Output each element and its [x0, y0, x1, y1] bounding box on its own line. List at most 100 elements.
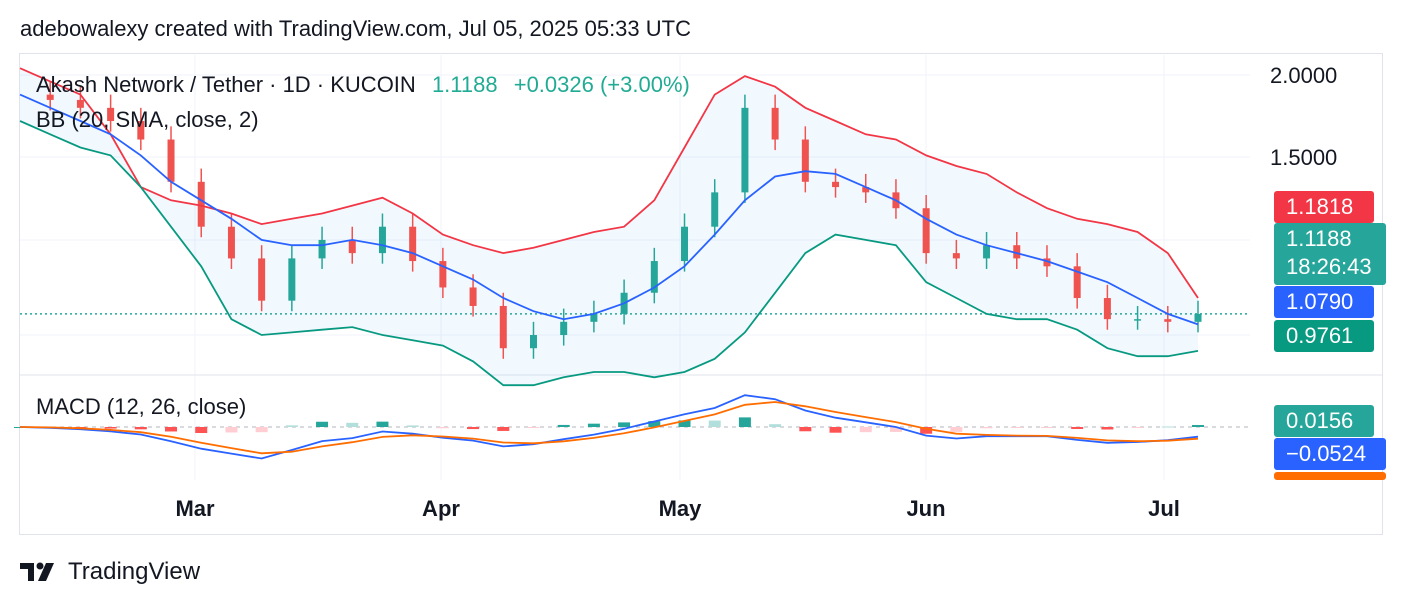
macd-histogram-bar [950, 427, 963, 432]
candle-body [1103, 298, 1111, 320]
candle-body [1043, 258, 1051, 267]
macd-histogram-bar [406, 425, 419, 427]
macd-histogram-bar [104, 427, 117, 429]
candle-body [288, 258, 296, 301]
macd-histogram-bar [346, 422, 359, 427]
candle-body [348, 239, 356, 254]
macd-histogram-bar [1040, 427, 1053, 428]
macd-legend[interactable]: MACD (12, 26, close) [36, 394, 246, 420]
macd-histogram-bar [859, 427, 872, 433]
bb-lower-line [19, 120, 1199, 387]
candle-body [560, 321, 568, 336]
macd-histogram-bar [829, 427, 842, 433]
candle-body [832, 181, 840, 188]
bb-upper-price-tag: 1.1818 [1274, 191, 1374, 223]
chart-frame[interactable] [19, 53, 1383, 535]
candle-body [922, 208, 930, 254]
x-axis-label: Jun [906, 496, 946, 521]
macd-histogram-bar [195, 427, 208, 433]
candle-body [499, 305, 507, 349]
brand-name: TradingView [68, 558, 201, 585]
last-price-tag: 1.1188 18:26:43 [1274, 223, 1386, 285]
candle-body [469, 287, 477, 306]
macd-histogram-bar [467, 427, 480, 430]
candle-body [46, 94, 54, 100]
last-price-value: 1.1188 [431, 72, 498, 97]
countdown-timer: 18:26:43 [1286, 254, 1372, 279]
candle-body [258, 258, 266, 301]
candle-body [107, 107, 115, 122]
candle-body [983, 245, 991, 259]
macd-histogram-bar [708, 420, 721, 427]
macd-histogram-bar [1071, 427, 1084, 429]
candle-body [1134, 319, 1142, 321]
x-axis-label: Apr [422, 496, 460, 521]
candle-body [862, 187, 870, 193]
candle-body [1013, 245, 1021, 259]
macd-histogram-bar [436, 427, 449, 429]
candle-body [1194, 313, 1202, 322]
candle-body [529, 335, 537, 349]
bb-lower-price-tag: 0.9761 [1274, 320, 1374, 352]
price-tick: 2.0000 [1270, 63, 1338, 88]
tradingview-brand[interactable]: TradingView [20, 558, 200, 586]
candle-body [167, 139, 175, 182]
macd-histogram-bar [557, 424, 570, 427]
candle-body [741, 107, 749, 193]
macd-line [19, 394, 1199, 460]
candle-body [1073, 266, 1081, 299]
candle-body [76, 99, 84, 108]
macd-histogram-bar [527, 427, 540, 428]
x-axis-label: Jul [1148, 496, 1180, 521]
x-axis-label: May [658, 496, 702, 521]
candle-body [771, 107, 779, 140]
candle-body [801, 139, 809, 182]
macd-histogram-bar [1131, 427, 1144, 428]
macd-histogram-bar [738, 417, 751, 427]
price-tick: 1.5000 [1270, 145, 1338, 170]
macd-histogram-bar [587, 423, 600, 427]
macd-histogram-bar [1161, 426, 1174, 428]
macd-histogram-bar [678, 420, 691, 427]
bb-basis-line [19, 93, 1199, 326]
signal-line-tag [1274, 472, 1386, 480]
macd-histogram-bar [618, 422, 631, 427]
bb-basis-price-tag: 1.0790 [1274, 286, 1374, 318]
candle-body [952, 253, 960, 259]
macd-histogram-bar [769, 424, 782, 427]
candle-body [711, 192, 719, 227]
last-price-tag-value: 1.1188 [1286, 226, 1352, 251]
candle-body [590, 313, 598, 322]
macd-histogram-bar [497, 427, 510, 431]
bollinger-band-fill [20, 68, 1198, 386]
macd-histogram-bar [134, 427, 147, 430]
macd-histogram-bar [1192, 424, 1204, 427]
symbol-name[interactable]: Akash Network / Tether · 1D · KUCOIN [36, 72, 416, 97]
macd-histogram-bar [316, 421, 329, 427]
macd-histogram-bar [799, 427, 812, 432]
candle-body [197, 181, 205, 227]
macd-label: MACD (12, 26, close) [36, 394, 247, 419]
macd-histogram-bar [1101, 427, 1114, 430]
candle-body [378, 226, 386, 254]
macd-histogram-bar [255, 427, 268, 433]
candle-body [137, 121, 145, 140]
chart-attribution: adebowalexy created with TradingView.com… [20, 16, 691, 41]
macd-histogram-bar [648, 421, 661, 427]
candle-body [227, 226, 235, 259]
candle-body [681, 226, 689, 262]
macd-histogram-tag: 0.0156 [1274, 405, 1374, 437]
macd-histogram-bar [889, 427, 902, 432]
macd-histogram-bar [920, 427, 933, 434]
candle-body [318, 239, 326, 259]
candle-body [650, 261, 658, 293]
macd-histogram-bar [285, 425, 298, 427]
bollinger-label: BB (20, SMA, close, 2) [36, 107, 259, 132]
macd-histogram-bar [376, 421, 389, 427]
macd-histogram-bar [1010, 427, 1023, 428]
tradingview-logo-icon [20, 562, 54, 581]
candle-body [439, 261, 447, 288]
bollinger-legend[interactable]: BB (20, SMA, close, 2) [36, 107, 259, 133]
macd-histogram-bar [225, 427, 238, 433]
